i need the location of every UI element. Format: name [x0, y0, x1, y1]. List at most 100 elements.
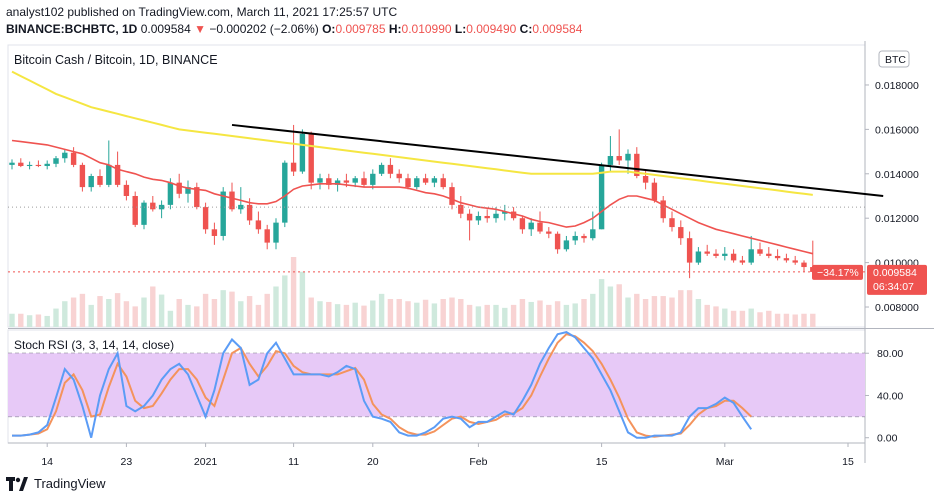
- candle[interactable]: [449, 182, 455, 210]
- resistance-trendline[interactable]: [231, 123, 884, 197]
- tradingview-footer[interactable]: TradingView: [6, 476, 106, 491]
- candle[interactable]: [466, 209, 473, 241]
- volume-bar: [326, 301, 332, 327]
- candle[interactable]: [282, 160, 288, 228]
- candle[interactable]: [537, 211, 543, 234]
- candle[interactable]: [422, 173, 429, 185]
- open-label: O:: [322, 22, 336, 36]
- candle[interactable]: [440, 173, 446, 190]
- fast-moving-average-line: [11, 139, 813, 255]
- candle[interactable]: [722, 247, 728, 261]
- candle[interactable]: [660, 195, 666, 223]
- candle[interactable]: [431, 176, 438, 188]
- candle[interactable]: [88, 173, 94, 192]
- candle[interactable]: [308, 131, 314, 190]
- candle-body: [581, 235, 587, 239]
- candle[interactable]: [9, 159, 15, 170]
- candle[interactable]: [678, 220, 684, 245]
- candle[interactable]: [713, 249, 719, 259]
- candle[interactable]: [79, 162, 86, 192]
- volume-bar: [572, 303, 578, 327]
- candle[interactable]: [695, 247, 702, 265]
- candle[interactable]: [598, 162, 605, 230]
- candle[interactable]: [97, 169, 103, 188]
- candle-body: [273, 222, 279, 243]
- candle[interactable]: [317, 173, 323, 190]
- candle[interactable]: [326, 173, 332, 190]
- candle[interactable]: [572, 231, 578, 245]
- candle[interactable]: [519, 215, 526, 234]
- volume-bar: [396, 299, 402, 327]
- candle-body: [590, 229, 596, 239]
- candle[interactable]: [35, 160, 42, 168]
- candle[interactable]: [194, 182, 200, 210]
- countdown-label: 06:34:07: [873, 281, 914, 293]
- symbol-label[interactable]: BINANCE:BCHBTC, 1D: [6, 22, 138, 36]
- candle[interactable]: [774, 249, 781, 261]
- candle[interactable]: [299, 129, 306, 174]
- candle[interactable]: [642, 169, 649, 190]
- candle[interactable]: [590, 211, 596, 241]
- candle[interactable]: [141, 200, 147, 230]
- candle[interactable]: [766, 247, 772, 259]
- candle[interactable]: [581, 233, 587, 243]
- candle[interactable]: [730, 249, 737, 263]
- candle[interactable]: [757, 242, 763, 256]
- candle[interactable]: [554, 231, 561, 254]
- candle[interactable]: [44, 160, 50, 170]
- candle[interactable]: [334, 178, 341, 192]
- volume-bar: [493, 304, 499, 327]
- candle[interactable]: [211, 222, 218, 245]
- candle[interactable]: [704, 244, 710, 256]
- candle[interactable]: [53, 156, 59, 168]
- candle[interactable]: [255, 211, 262, 234]
- candle[interactable]: [801, 260, 807, 272]
- currency-badge[interactable]: [878, 50, 910, 68]
- candle[interactable]: [475, 211, 482, 225]
- candle[interactable]: [370, 169, 376, 190]
- candle[interactable]: [202, 202, 209, 234]
- candle-body: [722, 253, 728, 256]
- candle[interactable]: [18, 158, 24, 168]
- candle[interactable]: [414, 176, 420, 190]
- candle[interactable]: [26, 161, 33, 170]
- candle[interactable]: [783, 253, 790, 263]
- candle[interactable]: [132, 191, 138, 228]
- volume-bar: [123, 301, 130, 327]
- candle[interactable]: [686, 231, 693, 279]
- candle[interactable]: [748, 235, 754, 265]
- candle[interactable]: [739, 255, 746, 265]
- candle[interactable]: [616, 129, 622, 165]
- candle[interactable]: [387, 158, 394, 179]
- candle[interactable]: [484, 209, 490, 223]
- volume-bar: [238, 301, 244, 327]
- candle-body: [405, 178, 411, 188]
- candle-body: [431, 178, 438, 183]
- candle[interactable]: [528, 218, 534, 236]
- candle[interactable]: [123, 180, 130, 201]
- candle[interactable]: [625, 149, 631, 174]
- candle[interactable]: [264, 224, 270, 250]
- candle[interactable]: [290, 124, 297, 177]
- candle[interactable]: [185, 180, 191, 203]
- candle[interactable]: [361, 171, 367, 188]
- candle[interactable]: [106, 140, 112, 188]
- candle[interactable]: [546, 227, 552, 239]
- candle[interactable]: [378, 162, 385, 177]
- time-tick-label-5: Feb: [469, 456, 487, 468]
- candle[interactable]: [669, 211, 675, 232]
- volume-bar: [475, 306, 482, 327]
- candle[interactable]: [405, 173, 411, 190]
- candle[interactable]: [563, 235, 570, 252]
- candle[interactable]: [273, 218, 279, 250]
- candle[interactable]: [70, 147, 77, 168]
- candle-body: [290, 162, 297, 172]
- candle[interactable]: [792, 255, 798, 265]
- candle[interactable]: [150, 195, 156, 212]
- candle[interactable]: [158, 200, 165, 219]
- candle[interactable]: [651, 178, 658, 203]
- volume-bar: [273, 286, 279, 327]
- candle[interactable]: [62, 149, 68, 163]
- candle[interactable]: [396, 169, 402, 183]
